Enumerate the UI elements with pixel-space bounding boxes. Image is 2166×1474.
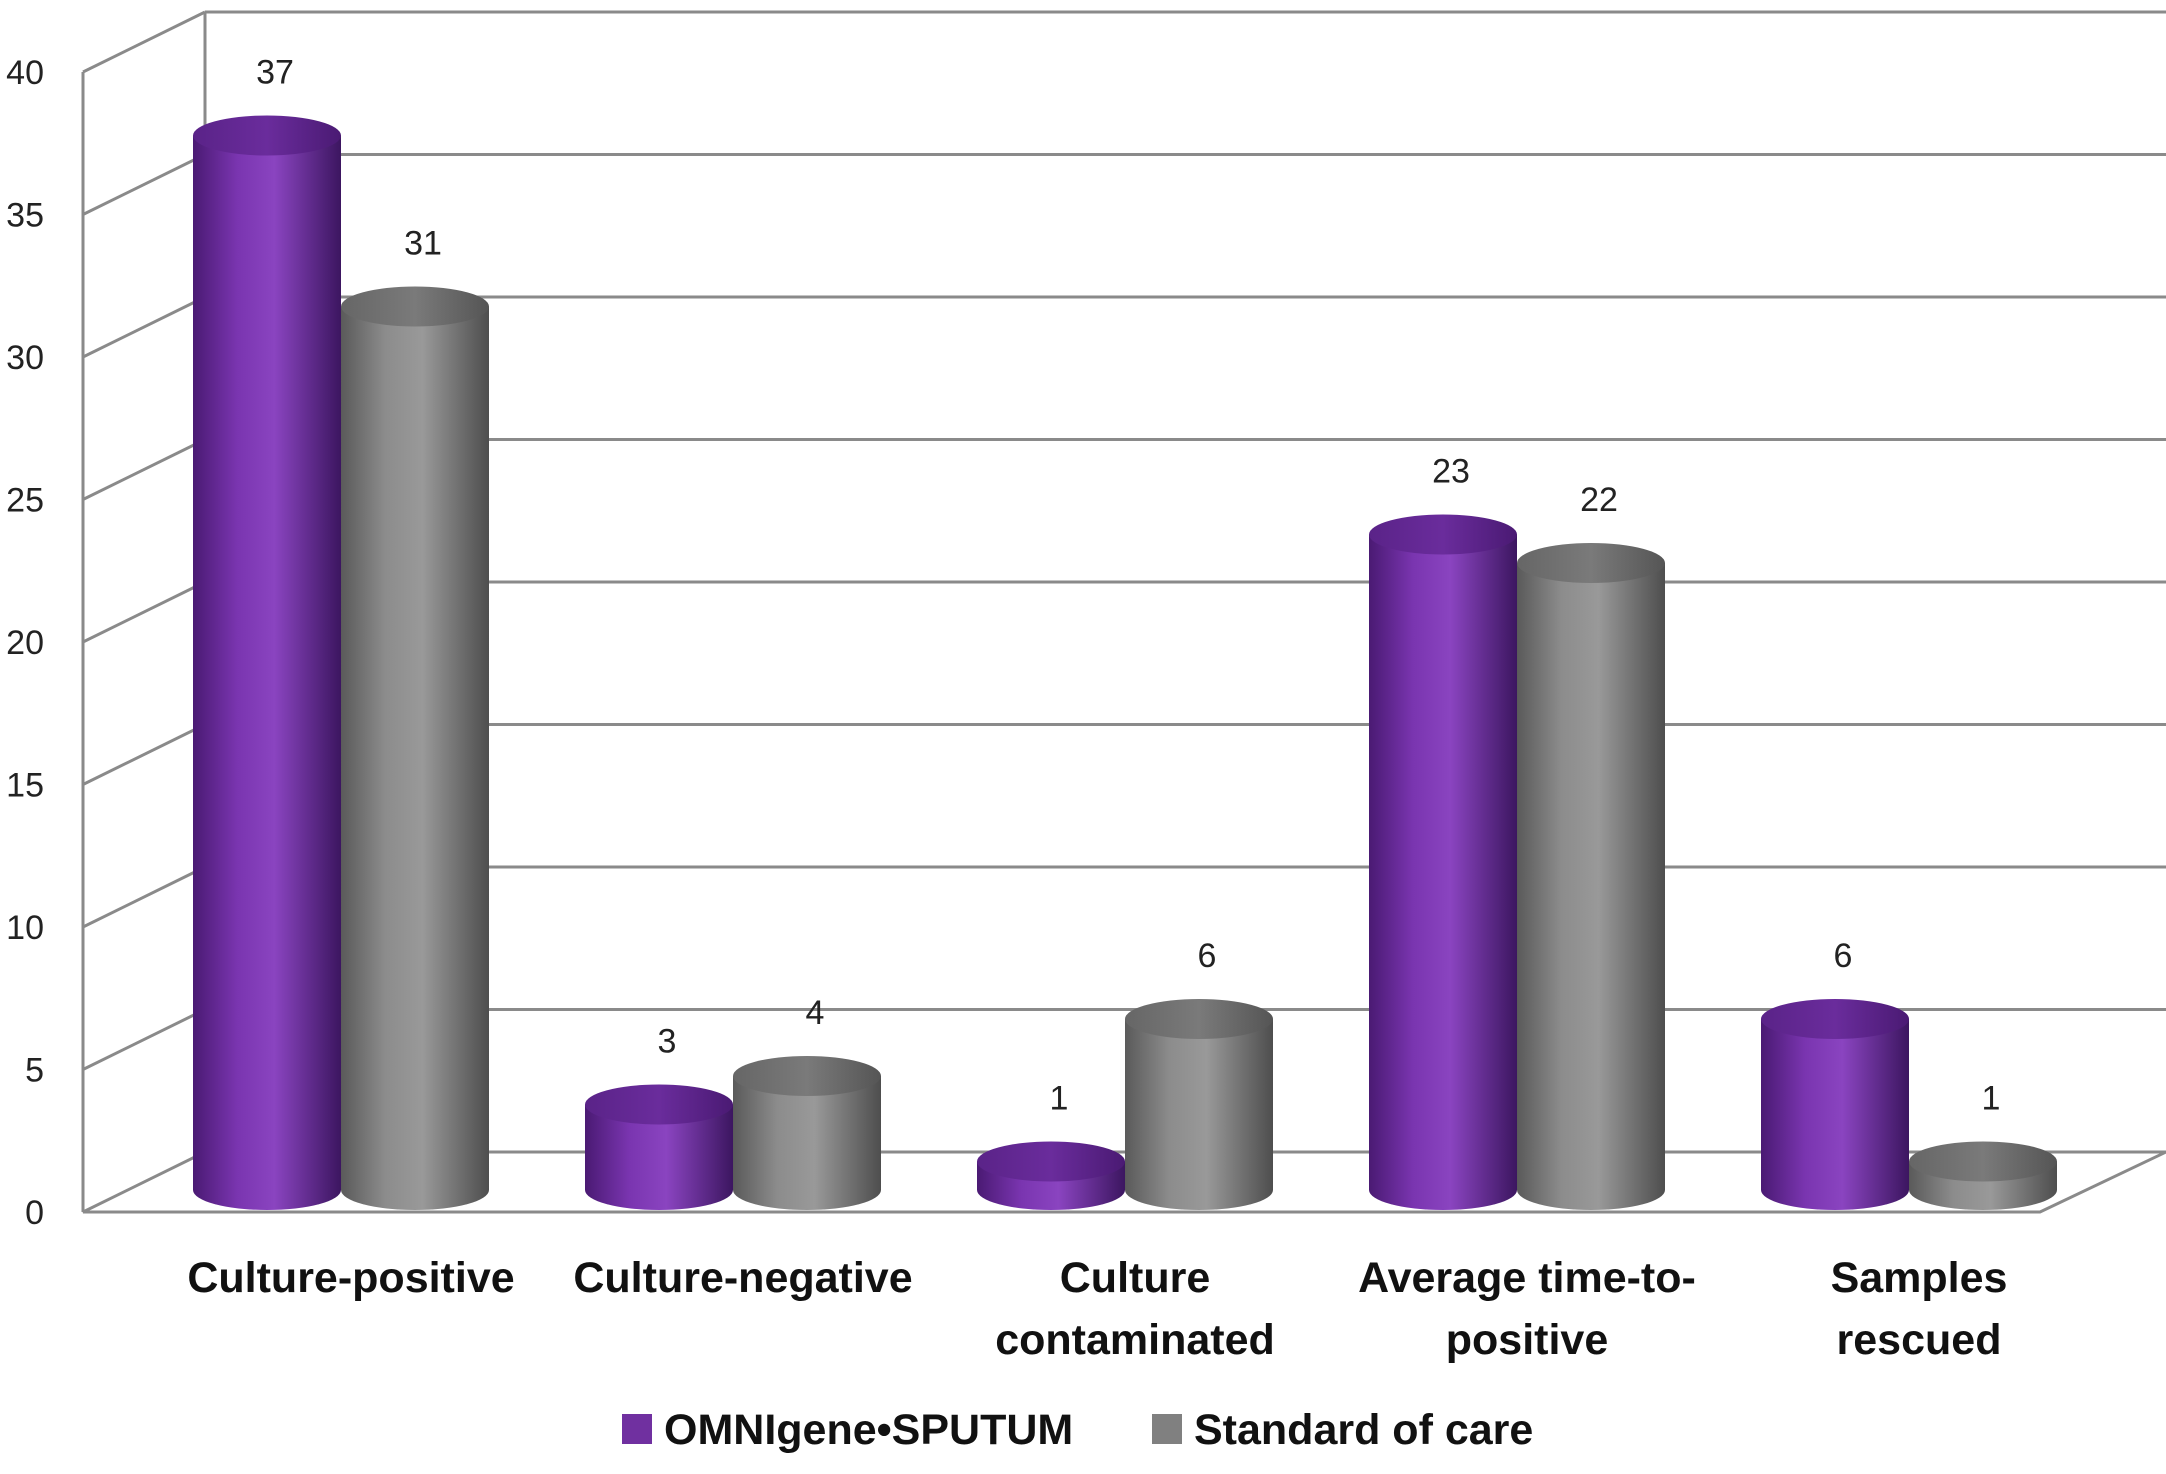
gridline-side xyxy=(82,10,206,74)
legend: OMNIgene•SPUTUM Standard of care xyxy=(622,1406,1533,1454)
data-label: 37 xyxy=(256,54,294,92)
gridline-side xyxy=(82,723,206,786)
category-label: Culture-negative xyxy=(573,1254,912,1302)
category-label: Culture-positive xyxy=(187,1254,514,1302)
bar-body xyxy=(585,1104,733,1210)
bar-body xyxy=(1125,1019,1273,1210)
bar-top xyxy=(1125,999,1273,1039)
category-label-line: Culture-negative xyxy=(573,1254,912,1302)
gridline-side xyxy=(82,153,206,216)
category-label-line: Average time-to- xyxy=(1358,1254,1696,1302)
data-label: 4 xyxy=(806,994,825,1032)
bar xyxy=(1517,543,1665,1210)
y-tick-label: 30 xyxy=(6,339,44,377)
y-tick-label: 15 xyxy=(6,767,44,805)
bar xyxy=(1761,999,1909,1210)
gridline-side xyxy=(82,865,206,929)
gridline-side xyxy=(82,580,206,644)
legend-label: Standard of care xyxy=(1194,1406,1533,1454)
gridline-side xyxy=(82,295,206,359)
bar xyxy=(733,1056,881,1210)
bar-body xyxy=(1517,563,1665,1210)
y-tick-label: 20 xyxy=(6,624,44,662)
bar-top xyxy=(1517,543,1665,583)
category-label: Samples rescued xyxy=(1831,1254,2008,1364)
legend-swatch xyxy=(622,1414,652,1444)
bar xyxy=(193,115,341,1210)
legend-label: OMNIgene•SPUTUM xyxy=(664,1406,1073,1454)
category-label: Culture contaminated xyxy=(995,1254,1275,1364)
bars xyxy=(193,115,2057,1210)
y-tick-label: 10 xyxy=(6,909,44,947)
gridlines xyxy=(82,10,2166,1071)
y-axis-ticks: 0 5 10 15 20 25 30 35 40 xyxy=(6,54,44,1232)
data-label: 22 xyxy=(1580,481,1618,519)
legend-item: Standard of care xyxy=(1152,1406,1533,1454)
bar xyxy=(1369,514,1517,1210)
bar xyxy=(1125,999,1273,1210)
bar xyxy=(341,286,489,1210)
bar xyxy=(1909,1141,2057,1210)
y-tick-label: 0 xyxy=(25,1194,44,1232)
category-label-line: Culture-positive xyxy=(187,1254,514,1302)
data-label: 1 xyxy=(1982,1080,2001,1118)
bar-body xyxy=(1369,534,1517,1210)
bar xyxy=(977,1141,1125,1210)
category-label-line: positive xyxy=(1446,1316,1609,1364)
data-labels: 37 31 3 4 1 6 23 22 6 1 xyxy=(256,54,2000,1118)
data-label: 1 xyxy=(1050,1080,1069,1118)
category-label-line: Culture xyxy=(1060,1254,1211,1302)
gridline-side xyxy=(82,1008,206,1071)
bar-top xyxy=(341,286,489,327)
data-label: 23 xyxy=(1432,453,1470,491)
category-label-line: Samples xyxy=(1831,1254,2008,1302)
y-tick-label: 25 xyxy=(6,482,44,520)
category-label-line: rescued xyxy=(1837,1316,2002,1364)
data-label: 3 xyxy=(658,1023,677,1061)
data-label: 31 xyxy=(404,225,442,263)
bar-top xyxy=(1369,514,1517,555)
x-axis-categories: Culture-positive Culture-negative Culture c… xyxy=(187,1254,2007,1364)
data-label: 6 xyxy=(1198,937,1217,975)
bar-body xyxy=(193,135,341,1210)
bar-top xyxy=(193,115,341,156)
bar-top xyxy=(585,1084,733,1125)
bar-body xyxy=(1761,1019,1909,1210)
legend-item: OMNIgene•SPUTUM xyxy=(622,1406,1073,1454)
bar-body xyxy=(341,306,489,1210)
data-label: 6 xyxy=(1834,937,1853,975)
category-label: Average time-to-positive xyxy=(1358,1254,1696,1364)
y-tick-label: 35 xyxy=(6,197,44,235)
bar-top xyxy=(977,1141,1125,1182)
bar-top xyxy=(733,1056,881,1096)
bar xyxy=(585,1084,733,1210)
category-label-line: contaminated xyxy=(995,1316,1275,1364)
gridline-side xyxy=(82,438,206,501)
y-tick-label: 40 xyxy=(6,54,44,92)
bar-top xyxy=(1761,999,1909,1039)
bar-body xyxy=(733,1076,881,1210)
bar-top xyxy=(1909,1141,2057,1182)
legend-swatch xyxy=(1152,1414,1182,1444)
y-tick-label: 5 xyxy=(25,1052,44,1090)
